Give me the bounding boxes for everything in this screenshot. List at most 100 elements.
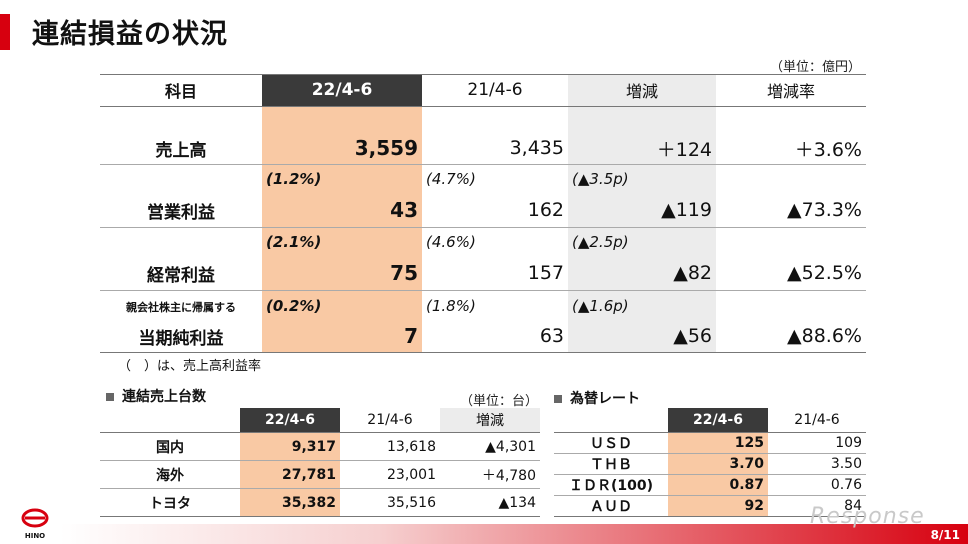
units-row-cur-domestic: 9,317 — [291, 439, 336, 455]
main-row-cur-net: 7 — [404, 324, 418, 348]
main-line-top — [100, 74, 866, 75]
fx-header-current: 22/4-6 — [693, 412, 743, 428]
fx-row-cur-usd: 125 — [734, 435, 764, 451]
hino-logo: HINO — [14, 508, 56, 540]
units-line-row2 — [100, 488, 540, 489]
main-row-cur-sales: 3,559 — [354, 136, 418, 160]
units-line-bottom — [100, 516, 540, 517]
main-line-row1 — [100, 164, 866, 165]
main-line-bottom — [100, 352, 866, 353]
main-line-header — [100, 106, 866, 107]
main-row-prev-sub-op: (4.7%) — [426, 170, 476, 188]
units-row-label-toyota: トヨタ — [149, 496, 191, 512]
fx-row-cur-idr: 0.87 — [729, 477, 764, 493]
units-row-cur-toyota: 35,382 — [281, 495, 336, 511]
main-row-diff-sub-net: (▲1.6p) — [572, 297, 629, 315]
units-unit-label: （単位：台） — [460, 394, 539, 409]
units-row-label-overseas: 海外 — [156, 468, 184, 484]
main-row-diff-sub-op: (▲3.5p) — [572, 170, 629, 188]
fx-row-prev-thb: 3.50 — [830, 456, 862, 472]
units-row-diff-domestic: ▲4,301 — [485, 439, 536, 455]
fx-line-bottom — [554, 516, 866, 517]
units-row-prev-domestic: 13,618 — [387, 439, 436, 455]
units-section-label: 連結売上台数 — [122, 389, 206, 405]
units-current-column-bg — [240, 432, 340, 516]
fx-line-row1 — [554, 453, 866, 454]
main-row-prev-sub-net: (1.8%) — [426, 297, 476, 315]
main-row-rate-ord: ▲52.5% — [787, 262, 862, 284]
main-row-prev-sub-ord: (4.6%) — [426, 233, 476, 251]
main-note: （ ）は、売上高利益率 — [118, 359, 262, 374]
units-section-title: 連結売上台数 — [106, 386, 206, 406]
units-header-current: 22/4-6 — [265, 412, 315, 428]
units-header-diff: 増減 — [476, 413, 504, 429]
main-row-label-op: 営業利益 — [147, 202, 215, 223]
units-diff-header-bg — [440, 408, 540, 432]
title-accent-bar — [0, 14, 10, 50]
main-current-header-bg — [262, 74, 422, 106]
units-row-diff-toyota: ▲134 — [498, 495, 537, 511]
main-header-previous: 21/4-6 — [467, 80, 523, 100]
main-row-prev-sales: 3,435 — [509, 137, 564, 159]
fx-row-prev-idr: 0.76 — [830, 477, 862, 493]
hino-logo-text: HINO — [24, 532, 46, 540]
main-header-current: 22/4-6 — [311, 80, 373, 100]
main-header-subject: 科目 — [164, 82, 197, 101]
fx-row-prev-aud: 84 — [844, 498, 862, 514]
units-current-header-bg — [240, 408, 340, 432]
bullet-square-icon — [106, 393, 114, 401]
main-row-diff-ord: ▲82 — [673, 262, 712, 284]
units-line-row1 — [100, 460, 540, 461]
main-row-rate-sales: ＋3.6% — [794, 138, 862, 161]
main-line-row3 — [100, 290, 866, 291]
page-number: 8/11 — [930, 528, 960, 542]
main-diff-column-bg — [568, 74, 716, 352]
units-header-previous: 21/4-6 — [367, 412, 413, 428]
footer-bar: 8/11 — [60, 524, 968, 544]
units-row-diff-overseas: ＋4,780 — [481, 468, 536, 484]
main-row-prev-net: 63 — [539, 325, 564, 347]
main-row-prev-ord: 157 — [527, 262, 564, 284]
main-row-rate-op: ▲73.3% — [787, 199, 862, 221]
fx-row-cur-thb: 3.70 — [729, 456, 764, 472]
units-row-label-domestic: 国内 — [156, 440, 184, 456]
fx-section-title: 為替レート — [554, 388, 640, 408]
fx-row-label-aud: ＡＵＤ — [590, 499, 632, 515]
response-watermark: Response — [810, 504, 925, 529]
fx-row-cur-aud: 92 — [744, 498, 764, 514]
main-row-diff-sub-ord: (▲2.5p) — [572, 233, 629, 251]
units-line-header — [100, 432, 540, 433]
units-row-prev-toyota: 35,516 — [387, 495, 436, 511]
fx-row-prev-usd: 109 — [835, 435, 862, 451]
main-row-label-sales: 売上高 — [155, 140, 207, 161]
main-row-label-net: 当期純利益 — [138, 328, 224, 349]
fx-line-row2 — [554, 474, 866, 475]
fx-row-label-idr: ＩＤＲ(100) — [568, 478, 654, 494]
units-row-cur-overseas: 27,781 — [281, 467, 336, 483]
main-row-cur-sub-ord: (2.1%) — [266, 233, 322, 251]
page-title: 連結損益の状況 — [32, 19, 228, 50]
main-row-prev-op: 162 — [527, 199, 564, 221]
main-line-row2 — [100, 227, 866, 228]
fx-line-row3 — [554, 495, 866, 496]
bullet-square-icon — [554, 395, 562, 403]
main-row-cur-ord: 75 — [390, 261, 418, 285]
main-row-label-ord: 経常利益 — [147, 265, 215, 286]
main-row-cur-sub-net: (0.2%) — [266, 297, 322, 315]
main-header-diff: 増減 — [625, 82, 658, 101]
fx-header-previous: 21/4-6 — [794, 412, 840, 428]
fx-section-label: 為替レート — [570, 391, 640, 407]
hino-logo-icon — [21, 508, 49, 528]
fx-line-header — [554, 432, 866, 433]
main-row-diff-sales: ＋124 — [656, 138, 712, 161]
main-row-rate-net: ▲88.6% — [787, 325, 862, 347]
main-row-diff-op: ▲119 — [661, 199, 712, 221]
main-unit-label: （単位：億円） — [770, 60, 862, 75]
main-header-rate: 増減率 — [766, 82, 815, 101]
main-row-cur-sub-op: (1.2%) — [266, 170, 322, 188]
main-current-column-bg — [262, 106, 422, 352]
main-row-cur-op: 43 — [390, 198, 418, 222]
fx-row-label-thb: ＴＨＢ — [590, 457, 632, 473]
main-row-prelabel-net: 親会社株主に帰属する — [126, 301, 236, 314]
fx-current-header-bg — [668, 408, 768, 432]
